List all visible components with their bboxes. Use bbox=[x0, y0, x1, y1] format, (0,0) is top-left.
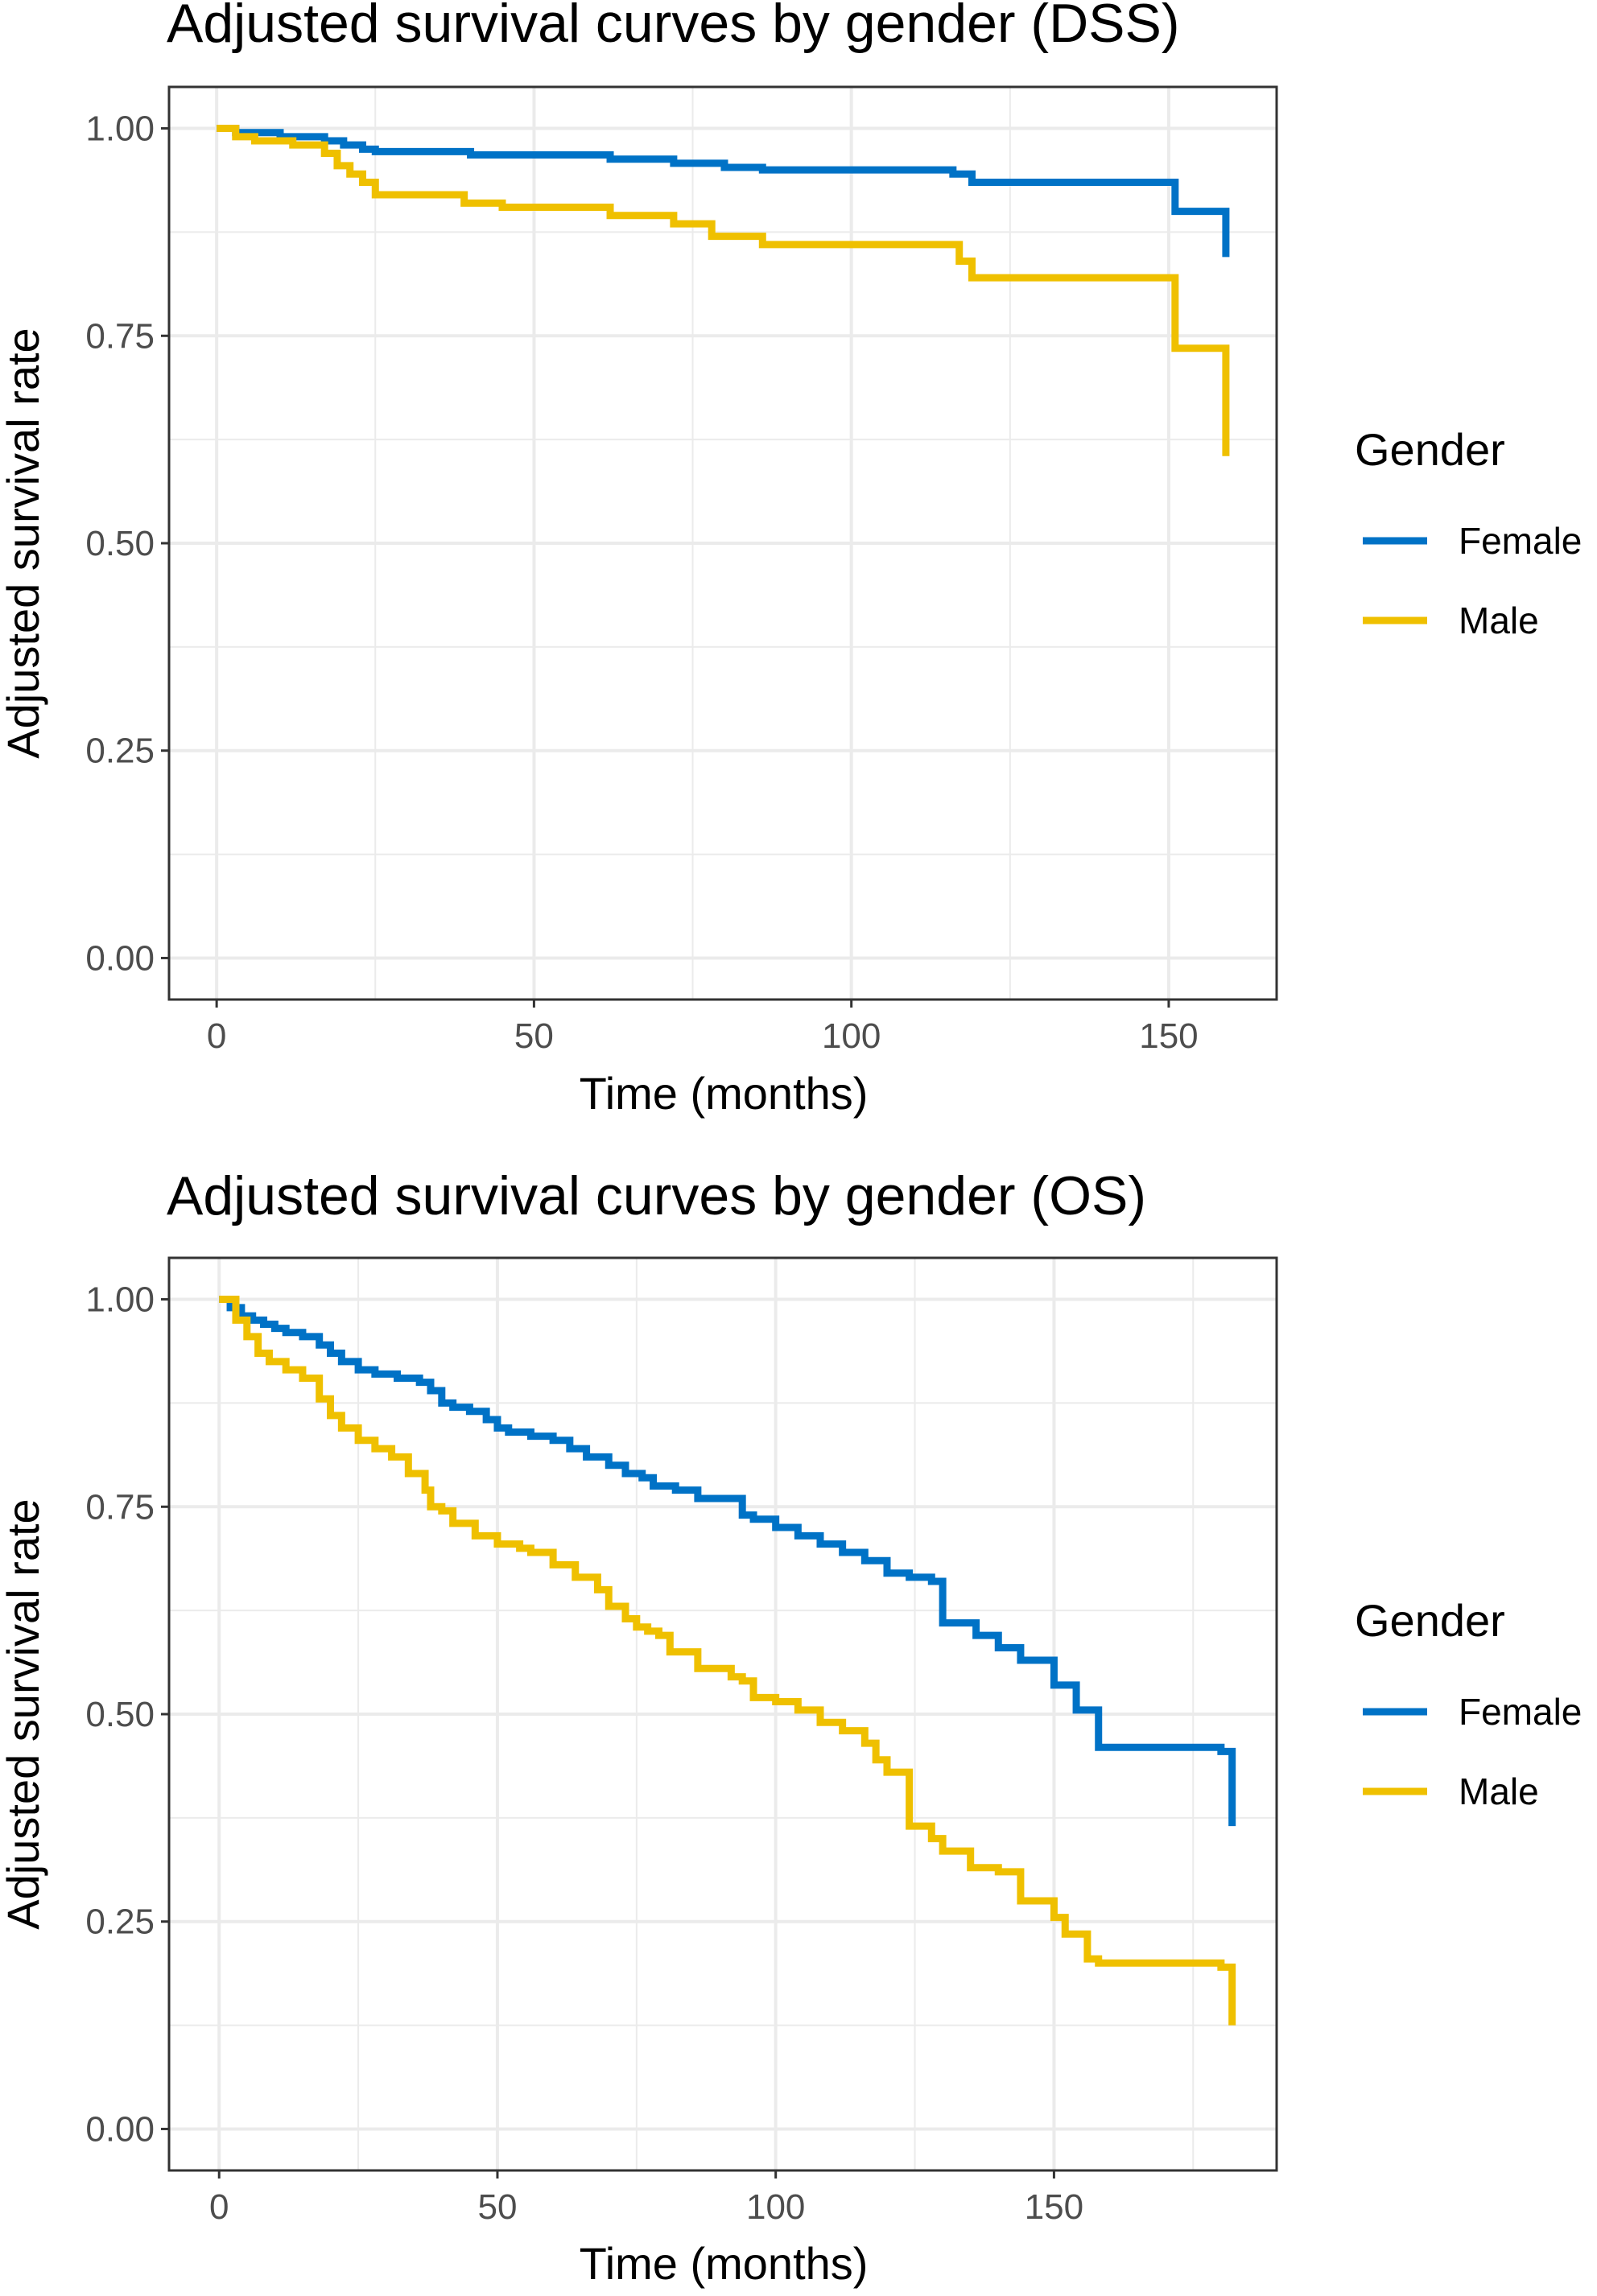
dss-x-axis: 0 50 100 150 bbox=[207, 1000, 1199, 1056]
dss-legend-title: Gender bbox=[1355, 424, 1505, 475]
dss-series-male-line bbox=[217, 125, 1230, 456]
dss-x-tick-label: 100 bbox=[822, 1016, 881, 1056]
os-legend: Gender Female Male bbox=[1355, 1595, 1582, 1812]
os-x-tick-label: 50 bbox=[477, 2187, 517, 2227]
dss-legend-label-male: Male bbox=[1459, 600, 1539, 641]
os-series-layer bbox=[219, 1296, 1236, 2026]
os-y-tick-label: 1.00 bbox=[85, 1280, 155, 1320]
os-legend-title: Gender bbox=[1355, 1595, 1505, 1646]
dss-chart: Adjusted survival curves by gender (DSS)… bbox=[0, 0, 1582, 1119]
os-series-female-line bbox=[219, 1296, 1236, 1827]
os-grid bbox=[169, 1258, 1277, 2170]
dss-y-tick-label: 1.00 bbox=[85, 109, 155, 149]
dss-y-tick-label: 0.00 bbox=[85, 938, 155, 978]
os-x-axis: 0 50 100 150 bbox=[209, 2170, 1083, 2227]
dss-chart-title: Adjusted survival curves by gender (DSS) bbox=[167, 0, 1180, 54]
os-y-tick-label: 0.25 bbox=[85, 1902, 155, 1942]
os-legend-label-female: Female bbox=[1459, 1691, 1582, 1733]
os-legend-label-male: Male bbox=[1459, 1770, 1539, 1812]
os-x-tick-label: 100 bbox=[746, 2187, 805, 2227]
dss-series-layer bbox=[217, 125, 1230, 456]
dss-grid bbox=[169, 87, 1277, 1000]
os-y-tick-label: 0.50 bbox=[85, 1695, 155, 1734]
dss-y-tick-label: 0.50 bbox=[85, 524, 155, 563]
os-series-male-line bbox=[219, 1296, 1236, 2026]
dss-x-tick-label: 50 bbox=[514, 1016, 554, 1056]
dss-legend-label-female: Female bbox=[1459, 520, 1582, 562]
os-x-tick-label: 150 bbox=[1025, 2187, 1083, 2227]
dss-y-tick-label: 0.25 bbox=[85, 732, 155, 771]
os-y-tick-label: 0.00 bbox=[85, 2109, 155, 2149]
dss-y-tick-label: 0.75 bbox=[85, 316, 155, 356]
dss-x-axis-title: Time (months) bbox=[580, 1068, 869, 1119]
os-y-tick-label: 0.75 bbox=[85, 1487, 155, 1527]
dss-legend: Gender Female Male bbox=[1355, 424, 1582, 641]
dss-x-tick-label: 0 bbox=[207, 1016, 226, 1056]
os-x-axis-title: Time (months) bbox=[580, 2238, 869, 2289]
os-y-axis-title: Adjusted survival rate bbox=[0, 1498, 48, 1929]
dss-x-tick-label: 150 bbox=[1139, 1016, 1198, 1056]
os-chart-title: Adjusted survival curves by gender (OS) bbox=[167, 1165, 1146, 1226]
dss-series-female-line bbox=[217, 125, 1230, 258]
os-x-tick-label: 0 bbox=[209, 2187, 229, 2227]
dss-y-axis: 0.00 0.25 0.50 0.75 1.00 bbox=[85, 109, 169, 978]
dss-y-axis-title: Adjusted survival rate bbox=[0, 328, 48, 758]
os-chart: Adjusted survival curves by gender (OS) … bbox=[0, 1165, 1582, 2289]
os-y-axis: 0.00 0.25 0.50 0.75 1.00 bbox=[85, 1280, 169, 2149]
